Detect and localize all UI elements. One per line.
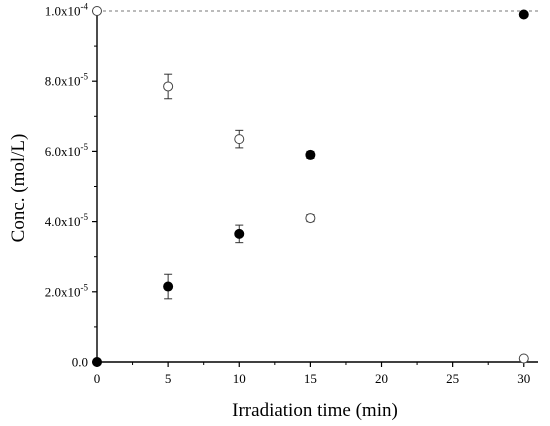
y-tick-label: 6.0x10-5 (45, 142, 89, 159)
x-axis-title: Irradiation time (min) (232, 400, 398, 421)
axes (96, 11, 538, 363)
filled-data-point (92, 357, 102, 367)
open-data-point (305, 213, 316, 224)
x-tick-label: 30 (517, 371, 530, 386)
x-tick-label: 5 (165, 371, 172, 386)
y-tick-label: 0.0 (72, 355, 88, 370)
x-tick-label: 10 (233, 371, 246, 386)
filled-data-point (518, 9, 529, 20)
x-tick-label: 25 (446, 371, 459, 386)
open-data-point (92, 6, 102, 16)
filled-data-point (163, 281, 174, 292)
ticks: 0 5 10 15 20 25 30 0.0 2.0x10-5 4.0x10-5 6.0x10-5 8… (45, 2, 531, 387)
y-axis-title: Conc. (mol/L) (8, 134, 29, 243)
data-points (92, 6, 529, 367)
y-tick-label: 4.0x10-5 (45, 212, 89, 229)
filled-data-point (234, 228, 245, 239)
y-tick-label: 1.0x10-4 (45, 2, 89, 19)
x-tick-label: 15 (304, 371, 317, 386)
filled-data-point (305, 149, 316, 160)
y-tick-label: 2.0x10-5 (45, 282, 89, 299)
open-data-point (163, 81, 174, 92)
open-data-point (234, 134, 245, 145)
x-tick-label: 0 (94, 371, 101, 386)
y-tick-label: 8.0x10-5 (45, 72, 89, 89)
open-data-point (518, 353, 529, 364)
x-tick-label: 20 (375, 371, 388, 386)
